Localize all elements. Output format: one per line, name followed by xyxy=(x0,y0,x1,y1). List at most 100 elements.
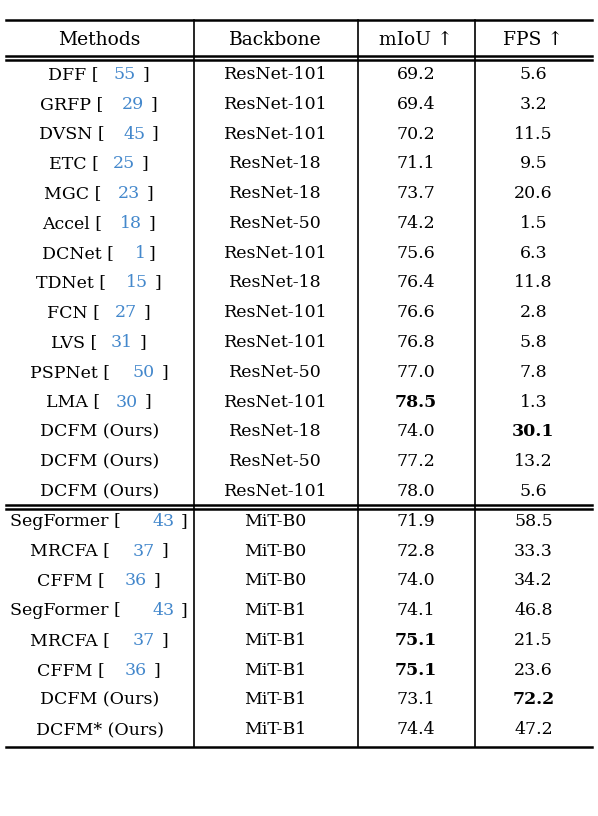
Text: 36: 36 xyxy=(125,662,147,679)
Text: ]: ] xyxy=(181,512,188,530)
Text: ResNet-18: ResNet-18 xyxy=(229,424,322,441)
Text: MiT-B1: MiT-B1 xyxy=(245,662,307,679)
Text: ResNet-101: ResNet-101 xyxy=(224,95,327,113)
Text: DCFM (Ours): DCFM (Ours) xyxy=(40,483,160,500)
Text: ResNet-50: ResNet-50 xyxy=(229,364,322,381)
Text: 37: 37 xyxy=(133,543,155,560)
Text: MiT-B1: MiT-B1 xyxy=(245,602,307,619)
Text: Backbone: Backbone xyxy=(229,31,322,49)
Text: 72.8: 72.8 xyxy=(397,543,435,560)
Text: DCNet [: DCNet [ xyxy=(42,245,114,262)
Text: 1: 1 xyxy=(135,245,146,262)
Text: 71.1: 71.1 xyxy=(397,155,435,172)
Text: 21.5: 21.5 xyxy=(514,632,553,649)
Text: ]: ] xyxy=(155,274,161,291)
Text: PSPNet [: PSPNet [ xyxy=(29,364,109,381)
Text: 69.2: 69.2 xyxy=(397,66,435,83)
Text: 37: 37 xyxy=(133,632,155,649)
Text: ResNet-101: ResNet-101 xyxy=(224,66,327,83)
Text: DCFM (Ours): DCFM (Ours) xyxy=(40,453,160,470)
Text: MiT-B1: MiT-B1 xyxy=(245,632,307,649)
Text: FPS ↑: FPS ↑ xyxy=(504,31,563,49)
Text: mIoU ↑: mIoU ↑ xyxy=(379,31,453,49)
Text: 74.0: 74.0 xyxy=(397,424,435,441)
Text: ResNet-18: ResNet-18 xyxy=(229,155,322,172)
Text: 74.2: 74.2 xyxy=(397,215,435,232)
Text: 71.9: 71.9 xyxy=(397,512,435,530)
Text: 46.8: 46.8 xyxy=(514,602,553,619)
Text: DVSN [: DVSN [ xyxy=(39,126,105,143)
Text: ]: ] xyxy=(148,215,155,232)
Text: 73.7: 73.7 xyxy=(396,185,436,202)
Text: LVS [: LVS [ xyxy=(51,334,97,351)
Text: SegFormer [: SegFormer [ xyxy=(10,602,120,619)
Text: 74.0: 74.0 xyxy=(397,572,435,589)
Text: ResNet-101: ResNet-101 xyxy=(224,483,327,500)
Text: MRCFA [: MRCFA [ xyxy=(29,543,109,560)
Text: 74.4: 74.4 xyxy=(397,721,435,738)
Text: Accel [: Accel [ xyxy=(42,215,102,232)
Text: ]: ] xyxy=(181,602,188,619)
Text: CFFM [: CFFM [ xyxy=(38,662,105,679)
Text: ResNet-50: ResNet-50 xyxy=(229,453,322,470)
Text: ]: ] xyxy=(153,662,160,679)
Text: 6.3: 6.3 xyxy=(520,245,547,262)
Text: 5.6: 5.6 xyxy=(520,483,547,500)
Text: ]: ] xyxy=(149,245,155,262)
Text: DCFM (Ours): DCFM (Ours) xyxy=(40,424,160,441)
Text: ResNet-101: ResNet-101 xyxy=(224,334,327,351)
Text: 11.5: 11.5 xyxy=(514,126,553,143)
Text: TDNet [: TDNet [ xyxy=(36,274,106,291)
Text: 30.1: 30.1 xyxy=(512,424,555,441)
Text: DCFM (Ours): DCFM (Ours) xyxy=(40,691,160,708)
Text: ]: ] xyxy=(139,334,147,351)
Text: 11.8: 11.8 xyxy=(514,274,553,291)
Text: ]: ] xyxy=(161,543,168,560)
Text: ]: ] xyxy=(161,632,168,649)
Text: 69.4: 69.4 xyxy=(397,95,435,113)
Text: 34.2: 34.2 xyxy=(514,572,553,589)
Text: 23.6: 23.6 xyxy=(514,662,553,679)
Text: ]: ] xyxy=(161,364,168,381)
Text: GRFP [: GRFP [ xyxy=(40,95,103,113)
Text: 7.8: 7.8 xyxy=(520,364,547,381)
Text: 55: 55 xyxy=(114,66,136,83)
Text: 70.2: 70.2 xyxy=(397,126,435,143)
Text: 74.1: 74.1 xyxy=(397,602,435,619)
Text: MiT-B1: MiT-B1 xyxy=(245,721,307,738)
Text: 18: 18 xyxy=(120,215,142,232)
Text: LMA [: LMA [ xyxy=(46,393,100,410)
Text: 78.5: 78.5 xyxy=(395,393,437,410)
Text: SegFormer [: SegFormer [ xyxy=(10,512,120,530)
Text: ]: ] xyxy=(145,393,151,410)
Text: ]: ] xyxy=(142,155,149,172)
Text: MRCFA [: MRCFA [ xyxy=(29,632,109,649)
Text: 30: 30 xyxy=(116,393,138,410)
Text: 75.1: 75.1 xyxy=(395,632,437,649)
Text: 47.2: 47.2 xyxy=(514,721,553,738)
Text: ]: ] xyxy=(147,185,154,202)
Text: 29: 29 xyxy=(122,95,144,113)
Text: ]: ] xyxy=(144,304,151,322)
Text: ResNet-18: ResNet-18 xyxy=(229,274,322,291)
Text: 36: 36 xyxy=(125,572,147,589)
Text: ResNet-101: ResNet-101 xyxy=(224,126,327,143)
Text: 75.1: 75.1 xyxy=(395,662,437,679)
Text: 78.0: 78.0 xyxy=(397,483,435,500)
Text: MiT-B1: MiT-B1 xyxy=(245,691,307,708)
Text: 31: 31 xyxy=(111,334,133,351)
Text: ETC [: ETC [ xyxy=(49,155,99,172)
Text: ResNet-50: ResNet-50 xyxy=(229,215,322,232)
Text: DFF [: DFF [ xyxy=(48,66,99,83)
Text: 15: 15 xyxy=(126,274,148,291)
Text: MiT-B0: MiT-B0 xyxy=(245,572,307,589)
Text: ResNet-101: ResNet-101 xyxy=(224,304,327,322)
Text: 75.6: 75.6 xyxy=(397,245,435,262)
Text: MiT-B0: MiT-B0 xyxy=(245,512,307,530)
Text: 1.3: 1.3 xyxy=(520,393,547,410)
Text: ]: ] xyxy=(151,95,157,113)
Text: ResNet-18: ResNet-18 xyxy=(229,185,322,202)
Text: 77.0: 77.0 xyxy=(397,364,435,381)
Text: DCFM* (Ours): DCFM* (Ours) xyxy=(36,721,164,738)
Text: 25: 25 xyxy=(113,155,136,172)
